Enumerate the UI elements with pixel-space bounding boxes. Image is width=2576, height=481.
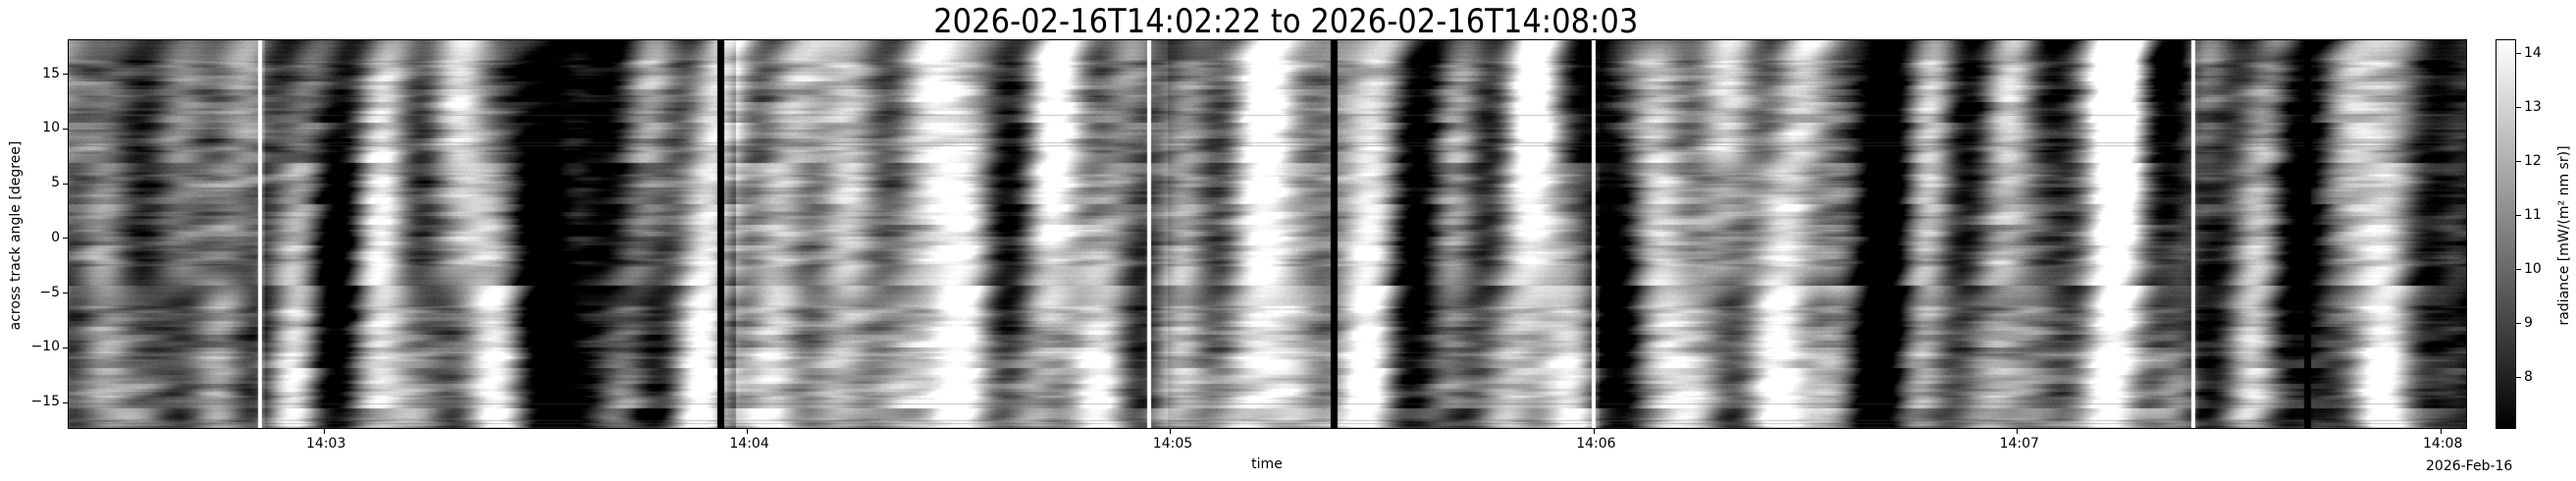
x-tick-label: 14:07 xyxy=(1999,436,2039,452)
x-tick-mark xyxy=(1593,429,1595,434)
y-tick-label: 5 xyxy=(51,175,60,191)
chart-title: 2026-02-16T14:02:22 to 2026-02-16T14:08:… xyxy=(933,2,1639,41)
x-tick-label: 14:06 xyxy=(1576,436,1616,452)
colorbar-tick-label: 10 xyxy=(2524,260,2542,277)
y-tick-mark xyxy=(63,183,68,185)
y-tick-mark xyxy=(63,238,68,240)
colorbar-tick-label: 12 xyxy=(2524,152,2542,169)
colorbar xyxy=(2496,39,2516,429)
y-tick-mark xyxy=(63,293,68,294)
colorbar-tick-mark xyxy=(2516,53,2521,55)
plot-area xyxy=(68,39,2467,429)
y-tick-label: 0 xyxy=(51,229,60,245)
colorbar-tick-mark xyxy=(2516,377,2521,379)
y-tick-mark xyxy=(63,74,68,76)
x-tick-label: 14:08 xyxy=(2423,436,2463,452)
colorbar-tick-label: 8 xyxy=(2524,368,2533,385)
y-tick-mark xyxy=(63,401,68,403)
y-tick-label: 10 xyxy=(42,120,60,136)
colorbar-tick-label: 11 xyxy=(2524,206,2542,223)
x-tick-label: 14:04 xyxy=(729,436,769,452)
colorbar-tick-mark xyxy=(2516,161,2521,163)
x-axis-date-label: 2026-Feb-16 xyxy=(2426,458,2513,474)
y-tick-label: −5 xyxy=(39,284,60,300)
colorbar-tick-mark xyxy=(2516,215,2521,217)
x-axis-label: time xyxy=(1251,456,1283,472)
colorbar-label: radiance [mW/(m² nm sr)] xyxy=(2556,145,2572,326)
radiance-heatmap xyxy=(69,40,2466,428)
y-tick-label: −15 xyxy=(30,394,60,410)
colorbar-tick-mark xyxy=(2516,107,2521,109)
x-tick-mark xyxy=(746,429,748,434)
y-axis-label: across track angle [degree] xyxy=(8,140,24,331)
colorbar-tick-label: 9 xyxy=(2524,314,2533,331)
x-tick-mark xyxy=(2017,429,2019,434)
x-tick-label: 14:03 xyxy=(306,436,346,452)
colorbar-tick-mark xyxy=(2516,269,2521,271)
x-tick-mark xyxy=(1170,429,1172,434)
y-tick-label: 15 xyxy=(42,65,60,81)
x-tick-mark xyxy=(2440,429,2442,434)
colorbar-tick-label: 14 xyxy=(2524,44,2542,61)
colorbar-tick-label: 13 xyxy=(2524,98,2542,115)
x-tick-label: 14:05 xyxy=(1152,436,1193,452)
y-tick-mark xyxy=(63,128,68,130)
colorbar-tick-mark xyxy=(2516,323,2521,325)
x-tick-mark xyxy=(323,429,325,434)
y-tick-mark xyxy=(63,347,68,348)
y-tick-label: −10 xyxy=(30,339,60,355)
